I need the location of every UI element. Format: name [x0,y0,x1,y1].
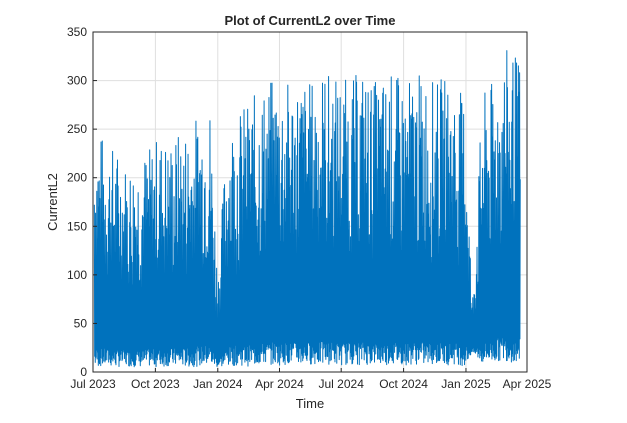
x-tick-label: Apr 2025 [503,377,552,391]
y-axis-ticks: 0 50 100 150 200 250 300 350 [67,25,97,379]
y-tick-label: 350 [67,25,87,39]
y-tick-label: 200 [67,171,87,185]
x-tick-label: Jul 2024 [319,377,365,391]
chart-title: Plot of CurrentL2 over Time [225,13,396,28]
x-tick-label: Jan 2024 [193,377,243,391]
x-tick-label: Apr 2024 [255,377,304,391]
x-tick-label: Oct 2024 [379,377,428,391]
x-axis-label: Time [296,396,324,411]
x-axis-ticks: Jul 2023 Oct 2023 Jan 2024 Apr 2024 Jul 2024… [70,368,552,391]
y-tick-label: 100 [67,268,87,282]
plot-area [93,50,521,368]
series-line-currentl2 [93,50,521,368]
y-tick-label: 300 [67,74,87,88]
x-tick-label: Oct 2023 [131,377,180,391]
y-axis-label: CurrentL2 [45,173,60,231]
y-tick-label: 250 [67,122,87,136]
y-tick-label: 50 [74,316,88,330]
axes-box [92,31,528,373]
y-tick-label: 150 [67,219,87,233]
y-tick-label: 0 [80,365,87,379]
x-tick-label: Jan 2025 [441,377,491,391]
x-tick-label: Jul 2023 [70,377,116,391]
